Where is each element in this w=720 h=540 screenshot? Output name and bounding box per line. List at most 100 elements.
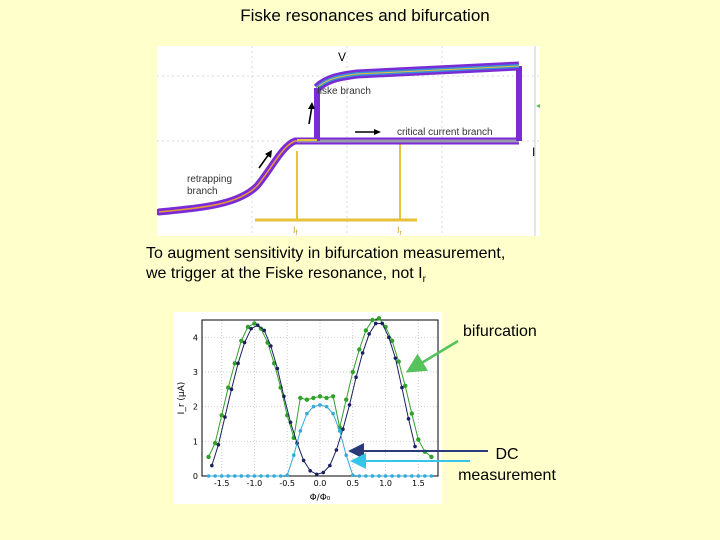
data-point-dc_light (409, 474, 414, 478)
data-point-bifurcation (219, 413, 224, 418)
note-line-2: we trigger at the Fiske resonance, not I… (146, 264, 606, 290)
data-point-bifurcation (298, 395, 303, 401)
data-point-dc_light (265, 474, 270, 478)
data-point-bifurcation (324, 395, 329, 401)
y-tick-label: 3 (193, 368, 198, 377)
data-point-dc_light (246, 474, 250, 478)
data-point-bifurcation (304, 397, 310, 402)
data-point-dc_dark (288, 420, 293, 425)
data-point-dc_light (350, 473, 355, 478)
bifurcation-chart-svg: -1.5 -1.0 -0.5 0.0 0.5 1.0 1.5 0 1 2 3 4 Φ/Φ₀ I_r … (174, 312, 442, 504)
slide-title: Fiske resonances and bifurcation (240, 6, 490, 25)
iv-curve-svg: V I fiske branch critical current branch… (157, 46, 540, 236)
data-point-dc_dark (229, 387, 234, 392)
data-point-bifurcation (370, 317, 375, 323)
x-tick-label: 1.0 (379, 479, 392, 488)
resistive-branch-core (316, 65, 520, 89)
data-point-dc_dark (262, 328, 267, 333)
data-point-dc_dark (400, 385, 404, 390)
data-point-dc_dark (321, 470, 326, 475)
data-point-bifurcation (344, 397, 349, 402)
data-point-dc_light (370, 474, 375, 478)
data-point-dc_dark (347, 403, 352, 407)
data-point-bifurcation (409, 411, 414, 416)
y-tick-label: 4 (193, 333, 198, 342)
data-point-bifurcation (330, 394, 336, 399)
data-point-dc_dark (275, 366, 280, 371)
note-line-2-sub: r (422, 274, 426, 286)
data-point-dc_dark (413, 444, 417, 449)
data-point-dc_light (383, 474, 388, 478)
dc-label-line-1: DC (495, 446, 519, 463)
data-point-dc_dark (314, 472, 319, 477)
data-point-bifurcation (363, 328, 369, 333)
data-point-dc_light (305, 411, 309, 416)
label-ir-sub: r (400, 230, 403, 236)
sensitivity-note: To augment sensitivity in bifurcation me… (146, 244, 606, 290)
data-point-dc_light (232, 474, 237, 478)
data-point-dc_light (298, 429, 303, 433)
data-point-dc_light (252, 474, 257, 478)
data-point-bifurcation (403, 383, 408, 389)
data-point-dc_dark (301, 458, 306, 463)
data-point-dc_dark (216, 443, 221, 447)
y-tick-label: 1 (193, 437, 198, 446)
iv-curve-figure: V I fiske branch critical current branch… (157, 46, 540, 236)
data-point-bifurcation (252, 321, 257, 326)
data-point-dc_dark (210, 463, 214, 468)
data-point-dc_dark (341, 427, 345, 431)
data-point-dc_light (324, 404, 329, 409)
data-point-dc_dark (406, 417, 411, 421)
data-point-bifurcation (350, 369, 355, 375)
label-if-main: I (293, 225, 296, 235)
data-point-bifurcation (416, 437, 421, 442)
data-point-dc_light (219, 474, 224, 478)
data-point-dc_dark (223, 415, 227, 419)
data-point-dc_light (311, 404, 316, 409)
data-point-dc_light (291, 453, 296, 457)
data-point-dc_light (416, 474, 421, 478)
data-point-dc_light (429, 474, 434, 478)
data-point-dc_dark (387, 335, 391, 340)
y-tick-label: 2 (193, 403, 198, 412)
data-point-dc_dark (242, 340, 247, 345)
series-dc_light (206, 403, 434, 478)
data-point-dc_dark (308, 469, 312, 473)
x-tick-label: 0.0 (314, 479, 327, 488)
data-point-bifurcation (212, 440, 218, 446)
data-point-dc_light (206, 474, 211, 478)
data-point-dc_dark (334, 448, 339, 452)
data-point-bifurcation (357, 347, 362, 352)
data-point-dc_light (396, 474, 401, 478)
data-point-dc_light (285, 473, 290, 478)
y-tick-label: 0 (193, 472, 198, 481)
x-tick-label: -0.5 (279, 479, 295, 488)
data-point-bifurcation (239, 338, 244, 343)
data-point-dc_light (259, 474, 263, 478)
chart-frame (201, 319, 439, 477)
dc-measurement-label: DC measurement (451, 444, 563, 486)
data-point-bifurcation (245, 324, 251, 330)
data-point-dc_dark (255, 323, 260, 327)
data-point-dc_light (331, 411, 335, 416)
retrapping-branch-core (158, 140, 317, 213)
iv-label-v: V (338, 50, 346, 64)
x-tick-label: 1.5 (412, 479, 425, 488)
iv-label-i: I (532, 145, 535, 159)
data-point-dc_light (423, 474, 427, 478)
data-point-dc_dark (249, 326, 253, 331)
retrapping-label-1: retrapping (187, 174, 232, 185)
iv-arrows (258, 102, 381, 169)
data-point-dc_dark (354, 375, 358, 379)
x-tick-label: -1.0 (247, 479, 263, 488)
chart-series (206, 316, 434, 478)
data-point-bifurcation (396, 359, 401, 364)
retrapping-label-2: branch (187, 186, 218, 197)
data-point-bifurcation (389, 338, 395, 343)
data-point-bifurcation (206, 454, 211, 460)
data-point-dc_light (226, 474, 231, 478)
data-point-dc_light (377, 474, 381, 478)
data-point-bifurcation (232, 361, 237, 366)
x-tick-label: 0.5 (346, 479, 359, 488)
chart-x-ticks: -1.5 -1.0 -0.5 0.0 0.5 1.0 1.5 (214, 479, 425, 488)
